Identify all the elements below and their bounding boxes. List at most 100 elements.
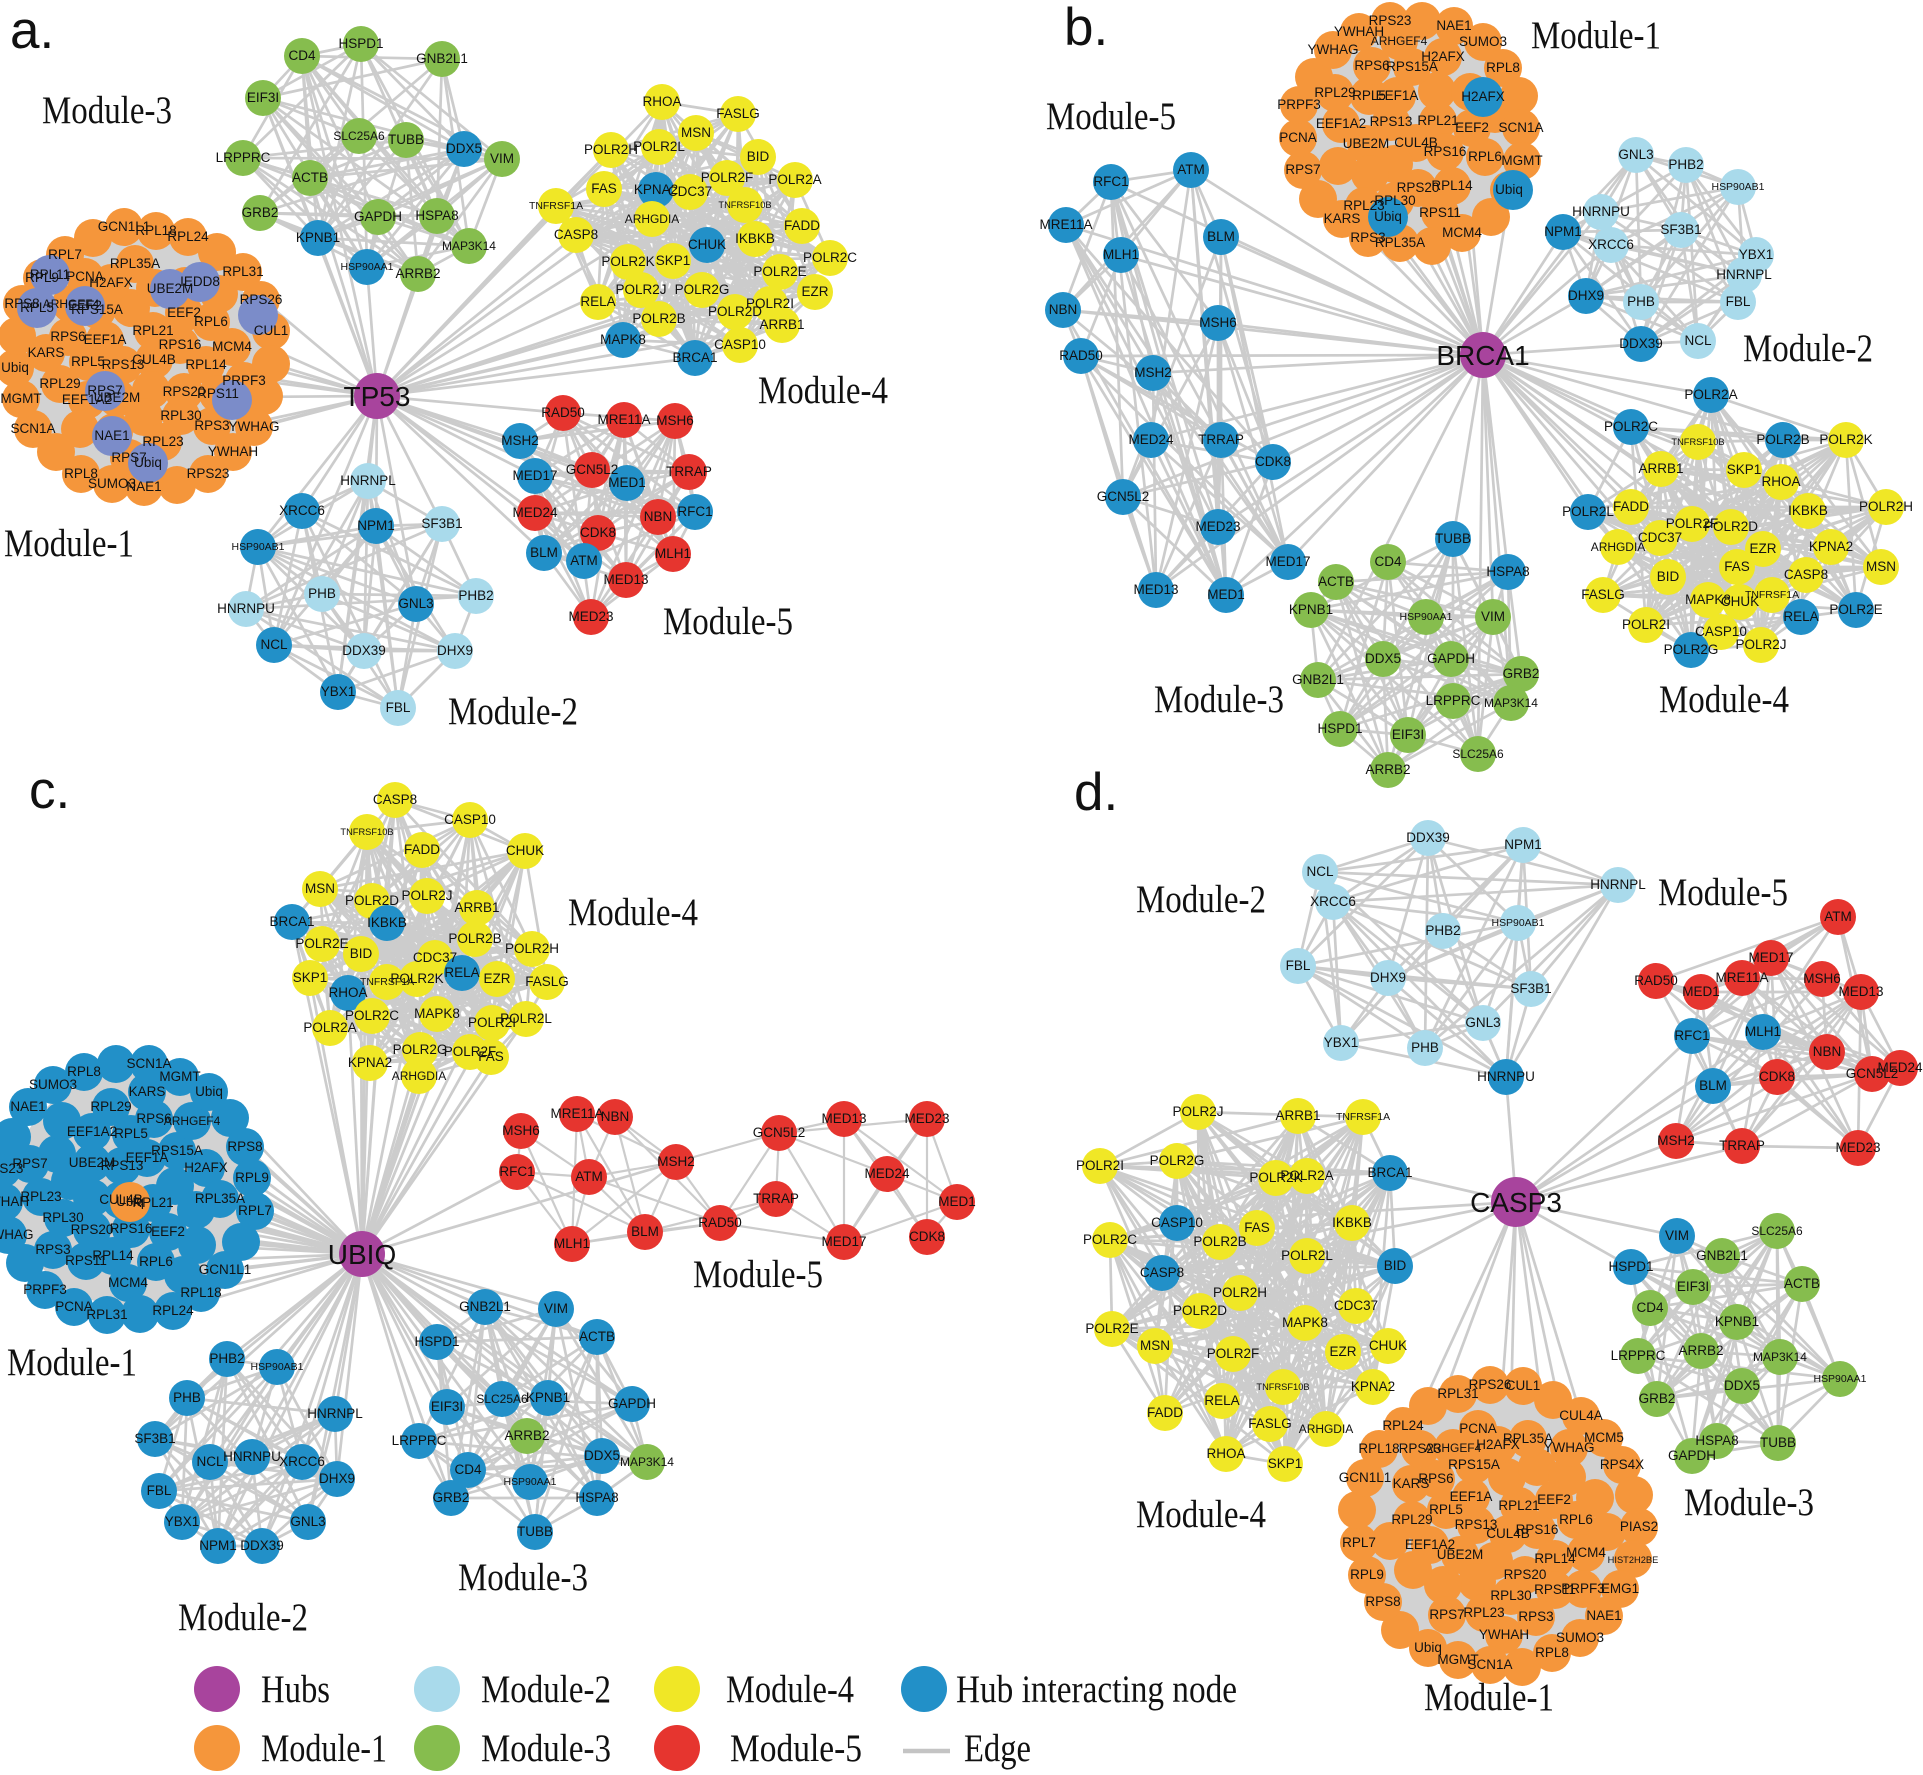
svg-text:CASP8: CASP8	[1784, 567, 1828, 582]
svg-text:VIM: VIM	[1481, 609, 1505, 624]
svg-text:HNRNPL: HNRNPL	[1590, 877, 1646, 892]
svg-text:PCNA: PCNA	[66, 269, 104, 284]
svg-text:FAS: FAS	[478, 1049, 504, 1064]
svg-text:RPL31: RPL31	[1437, 1386, 1478, 1401]
svg-text:HNRNPL: HNRNPL	[340, 473, 396, 488]
svg-text:YBX1: YBX1	[1324, 1035, 1359, 1050]
svg-text:HSPD1: HSPD1	[338, 36, 383, 51]
svg-text:MAP3K14: MAP3K14	[442, 239, 496, 253]
svg-text:SF3B1: SF3B1	[1510, 981, 1551, 996]
svg-text:TNFRSF10B: TNFRSF10B	[1256, 1382, 1309, 1392]
svg-text:POLR2C: POLR2C	[1083, 1232, 1137, 1247]
svg-text:NAE1: NAE1	[126, 479, 161, 494]
svg-text:MSH6: MSH6	[502, 1123, 540, 1138]
svg-text:HSPD1: HSPD1	[1608, 1259, 1653, 1274]
svg-text:RPS23: RPS23	[0, 1161, 23, 1176]
svg-text:RPL8: RPL8	[1535, 1645, 1569, 1660]
svg-text:KARS: KARS	[129, 1084, 166, 1099]
svg-text:PCNA: PCNA	[55, 1299, 93, 1314]
svg-text:POLR2I: POLR2I	[746, 296, 794, 311]
svg-text:XRCC6: XRCC6	[279, 503, 325, 518]
svg-text:RHOA: RHOA	[1761, 474, 1800, 489]
svg-text:ARRB1: ARRB1	[759, 317, 804, 332]
svg-text:SCN1A: SCN1A	[126, 1056, 171, 1071]
svg-text:TNFRSF1A: TNFRSF1A	[529, 201, 583, 212]
svg-text:MRE11A: MRE11A	[1715, 970, 1768, 985]
svg-text:POLR2K: POLR2K	[390, 971, 443, 986]
svg-text:POLR2F: POLR2F	[1666, 516, 1719, 531]
svg-text:EEF1A2: EEF1A2	[67, 1124, 117, 1139]
svg-text:Module-4: Module-4	[568, 891, 698, 934]
svg-text:Module-5: Module-5	[693, 1253, 823, 1296]
svg-text:BRCA1: BRCA1	[672, 350, 717, 365]
svg-text:MED24: MED24	[864, 1166, 910, 1181]
svg-text:SF3B1: SF3B1	[1660, 222, 1701, 237]
svg-text:MSH6: MSH6	[656, 413, 694, 428]
svg-text:a.: a.	[10, 1, 54, 60]
svg-text:Module-2: Module-2	[448, 690, 578, 733]
svg-text:RPS26: RPS26	[1469, 1377, 1512, 1392]
svg-text:RELA: RELA	[1783, 609, 1818, 624]
svg-text:POLR2F: POLR2F	[701, 170, 754, 185]
svg-text:DDX39: DDX39	[1619, 336, 1663, 351]
svg-text:TP53: TP53	[344, 381, 411, 412]
svg-text:EIF3I: EIF3I	[1392, 727, 1424, 742]
svg-text:PHB: PHB	[308, 586, 336, 601]
svg-text:TRRAP: TRRAP	[753, 1191, 799, 1206]
svg-text:RPS4X: RPS4X	[1600, 1457, 1644, 1472]
svg-text:RPL30: RPL30	[160, 408, 201, 423]
svg-text:IKBKB: IKBKB	[735, 231, 775, 246]
svg-text:GCN5L2: GCN5L2	[566, 462, 619, 477]
svg-text:ARHGDIA: ARHGDIA	[1299, 1422, 1354, 1436]
svg-text:CDC37: CDC37	[1638, 530, 1682, 545]
svg-text:MAPK8: MAPK8	[1685, 592, 1731, 607]
svg-text:IKBKB: IKBKB	[1788, 503, 1828, 518]
svg-text:RPS11: RPS11	[1534, 1582, 1576, 1597]
svg-text:MRE11A: MRE11A	[550, 1106, 603, 1121]
svg-text:SUMO3: SUMO3	[1556, 1630, 1604, 1645]
svg-text:MED13: MED13	[821, 1111, 866, 1126]
svg-text:RPL31: RPL31	[222, 264, 263, 279]
svg-text:CDK8: CDK8	[1759, 1069, 1795, 1084]
svg-text:EIF3I: EIF3I	[1677, 1279, 1709, 1294]
svg-text:BRCA1: BRCA1	[269, 914, 314, 929]
svg-text:RPL30: RPL30	[1490, 1588, 1531, 1603]
svg-text:UBE2M: UBE2M	[147, 281, 194, 296]
svg-text:NCL: NCL	[260, 637, 287, 652]
svg-text:POLR2H: POLR2H	[1213, 1285, 1267, 1300]
svg-text:FBL: FBL	[1726, 294, 1751, 309]
svg-text:PHB2: PHB2	[209, 1351, 244, 1366]
svg-text:NPM1: NPM1	[357, 518, 395, 533]
svg-text:KARS: KARS	[28, 345, 65, 360]
svg-text:KPNA2: KPNA2	[634, 182, 678, 197]
svg-text:RPS8: RPS8	[1365, 1594, 1400, 1609]
svg-text:HSPA8: HSPA8	[575, 1490, 618, 1505]
svg-text:GAPDH: GAPDH	[354, 209, 402, 224]
svg-text:RPS15A: RPS15A	[1386, 59, 1438, 74]
svg-text:CUL4B: CUL4B	[1486, 1526, 1530, 1541]
svg-text:RELA: RELA	[580, 294, 615, 309]
svg-text:EEF1A: EEF1A	[84, 332, 127, 347]
svg-text:NBN: NBN	[1813, 1044, 1842, 1059]
svg-text:MSH6: MSH6	[1199, 315, 1237, 330]
svg-text:TNFRSF10B: TNFRSF10B	[718, 200, 771, 210]
svg-text:CDK8: CDK8	[909, 1229, 945, 1244]
svg-text:RPS15A: RPS15A	[1448, 1457, 1500, 1472]
svg-text:POLR2A: POLR2A	[1280, 1168, 1333, 1183]
svg-text:LRPPRC: LRPPRC	[216, 150, 271, 165]
svg-text:SLC25A6: SLC25A6	[476, 1392, 528, 1406]
svg-text:ARHGDIA: ARHGDIA	[625, 212, 680, 226]
svg-text:CUL1: CUL1	[1506, 1378, 1541, 1393]
svg-text:ARHGDIA: ARHGDIA	[392, 1069, 447, 1083]
svg-text:KPNA2: KPNA2	[348, 1055, 392, 1070]
svg-text:YWHAH: YWHAH	[208, 444, 258, 459]
svg-text:YWHAH: YWHAH	[1479, 1627, 1529, 1642]
svg-text:XRCC6: XRCC6	[279, 1454, 325, 1469]
svg-text:PCNA: PCNA	[1459, 1421, 1497, 1436]
svg-text:CD4: CD4	[454, 1462, 481, 1477]
svg-text:GCN1L1: GCN1L1	[1339, 1470, 1392, 1485]
svg-text:ARRB2: ARRB2	[1678, 1343, 1723, 1358]
svg-text:RPS3: RPS3	[194, 418, 229, 433]
svg-text:Module-5: Module-5	[730, 1727, 862, 1770]
svg-text:ACTB: ACTB	[1784, 1276, 1820, 1291]
